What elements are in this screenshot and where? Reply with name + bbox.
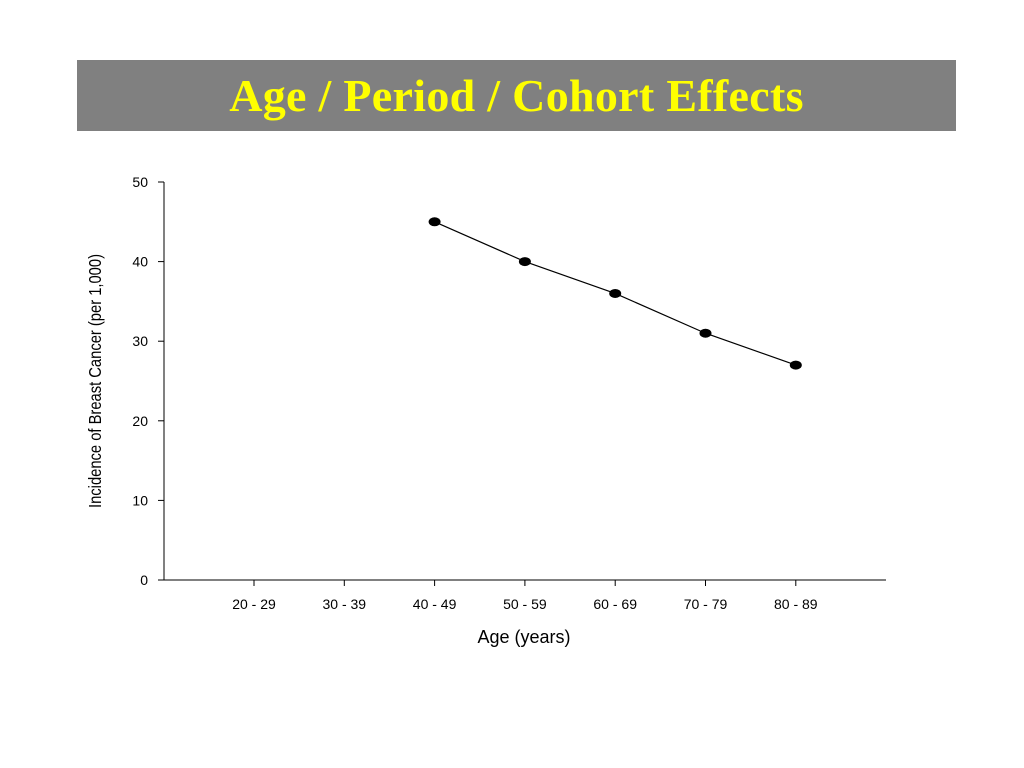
title-bar: Age / Period / Cohort Effects — [77, 60, 956, 131]
y-tick-label: 40 — [132, 254, 148, 270]
y-axis-label: Incidence of Breast Cancer (per 1,000) — [86, 254, 106, 508]
y-ticks: 0 10 20 30 40 50 — [132, 174, 164, 588]
x-ticks: 20 - 29 30 - 39 40 - 49 50 - 59 60 - 69 70 - … — [232, 580, 818, 612]
data-point — [699, 328, 712, 338]
slide-title: Age / Period / Cohort Effects — [229, 70, 804, 121]
x-tick-label: 50 - 59 — [503, 596, 547, 612]
y-tick-label: 50 — [132, 174, 148, 190]
series-group — [428, 217, 802, 370]
x-tick-label: 60 - 69 — [593, 596, 637, 612]
x-axis-label: Age (years) — [477, 627, 570, 647]
y-tick-label: 0 — [140, 572, 148, 588]
y-tick-label: 30 — [132, 333, 148, 349]
chart-axes — [163, 182, 886, 581]
data-point — [518, 257, 531, 267]
y-tick-label: 20 — [132, 413, 148, 429]
data-point — [428, 217, 441, 227]
x-tick-label: 70 - 79 — [684, 596, 728, 612]
x-tick-label: 40 - 49 — [413, 596, 457, 612]
x-tick-label: 80 - 89 — [774, 596, 818, 612]
x-tick-label: 30 - 39 — [323, 596, 367, 612]
x-tick-label: 20 - 29 — [232, 596, 276, 612]
data-point — [609, 288, 622, 298]
y-tick-label: 10 — [132, 492, 148, 508]
data-point — [789, 360, 802, 370]
